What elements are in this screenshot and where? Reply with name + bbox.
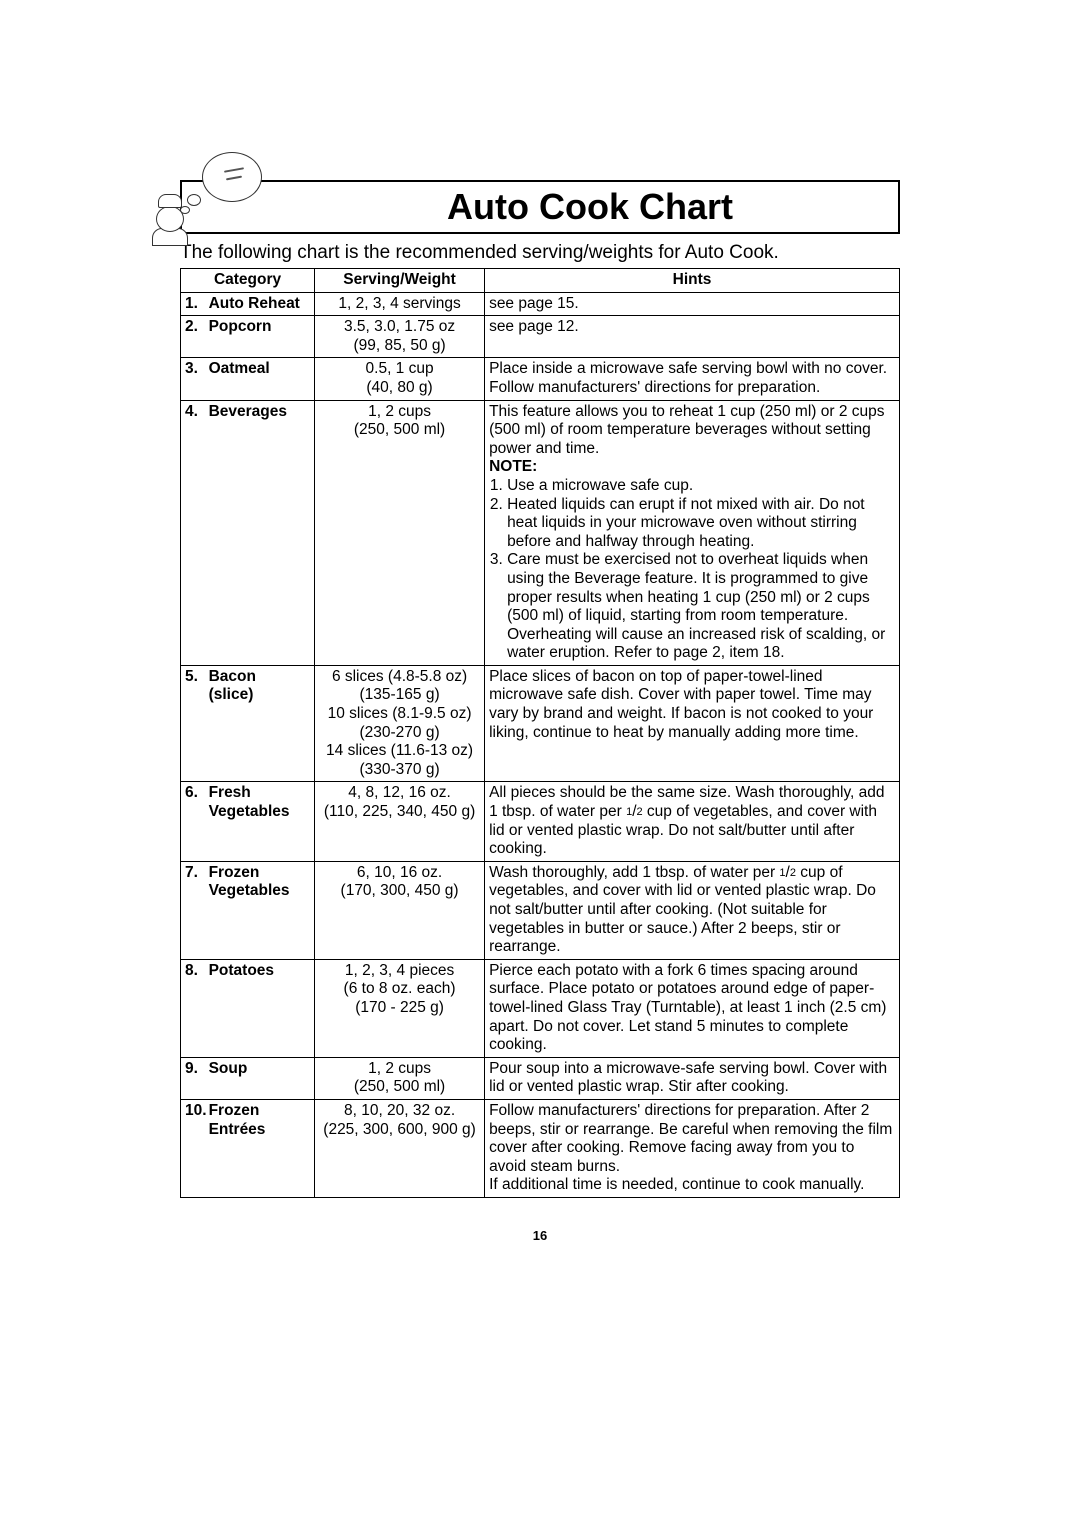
page-number: 16	[180, 1228, 900, 1243]
row-serving: 4, 8, 12, 16 oz.(110, 225, 340, 450 g)	[315, 782, 485, 861]
chef-thinking-icon	[142, 152, 262, 242]
header-hints: Hints	[485, 269, 900, 293]
auto-cook-table: Category Serving/Weight Hints 1.Auto Reh…	[180, 268, 900, 1198]
table-row: 10.FrozenEntrées8, 10, 20, 32 oz.(225, 3…	[181, 1099, 900, 1197]
row-category: Soup	[207, 1057, 315, 1099]
row-category: FreshVegetables	[207, 782, 315, 861]
row-number: 1.	[181, 292, 207, 316]
row-number: 10.	[181, 1099, 207, 1197]
table-row: 3.Oatmeal0.5, 1 cup(40, 80 g)Place insid…	[181, 358, 900, 400]
table-row: 8.Potatoes1, 2, 3, 4 pieces(6 to 8 oz. e…	[181, 959, 900, 1057]
row-hints: Pour soup into a microwave-safe serving …	[485, 1057, 900, 1099]
row-hints: Pierce each potato with a fork 6 times s…	[485, 959, 900, 1057]
row-serving: 1, 2, 3, 4 servings	[315, 292, 485, 316]
row-serving: 1, 2 cups(250, 500 ml)	[315, 1057, 485, 1099]
row-hints: Wash thoroughly, add 1 tbsp. of water pe…	[485, 861, 900, 959]
subtitle: The following chart is the recommended s…	[180, 242, 900, 264]
header-category: Category	[181, 269, 315, 293]
row-serving: 6 slices (4.8-5.8 oz)(135-165 g)10 slice…	[315, 665, 485, 782]
row-hints: Place inside a microwave safe serving bo…	[485, 358, 900, 400]
table-row: 7.FrozenVegetables6, 10, 16 oz.(170, 300…	[181, 861, 900, 959]
row-number: 9.	[181, 1057, 207, 1099]
row-number: 8.	[181, 959, 207, 1057]
table-row: 4.Beverages1, 2 cups(250, 500 ml)This fe…	[181, 400, 900, 665]
row-category: Bacon(slice)	[207, 665, 315, 782]
row-number: 5.	[181, 665, 207, 782]
row-serving: 6, 10, 16 oz.(170, 300, 450 g)	[315, 861, 485, 959]
row-category: Potatoes	[207, 959, 315, 1057]
row-category: Beverages	[207, 400, 315, 665]
row-hints: see page 15.	[485, 292, 900, 316]
row-category: FrozenEntrées	[207, 1099, 315, 1197]
page-title: Auto Cook Chart	[302, 186, 878, 228]
thought-bubble-icon	[202, 152, 262, 202]
row-number: 6.	[181, 782, 207, 861]
table-row: 1.Auto Reheat1, 2, 3, 4 servingssee page…	[181, 292, 900, 316]
title-box: Auto Cook Chart	[180, 180, 900, 234]
row-category: Popcorn	[207, 316, 315, 358]
table-header-row: Category Serving/Weight Hints	[181, 269, 900, 293]
row-number: 2.	[181, 316, 207, 358]
row-serving: 0.5, 1 cup(40, 80 g)	[315, 358, 485, 400]
row-category: Auto Reheat	[207, 292, 315, 316]
row-serving: 1, 2 cups(250, 500 ml)	[315, 400, 485, 665]
chef-icon	[142, 196, 197, 246]
row-number: 3.	[181, 358, 207, 400]
row-serving: 3.5, 3.0, 1.75 oz(99, 85, 50 g)	[315, 316, 485, 358]
row-serving: 1, 2, 3, 4 pieces(6 to 8 oz. each)(170 -…	[315, 959, 485, 1057]
table-row: 2.Popcorn3.5, 3.0, 1.75 oz(99, 85, 50 g)…	[181, 316, 900, 358]
row-number: 7.	[181, 861, 207, 959]
table-row: 9.Soup1, 2 cups(250, 500 ml)Pour soup in…	[181, 1057, 900, 1099]
row-hints: see page 12.	[485, 316, 900, 358]
header-serving: Serving/Weight	[315, 269, 485, 293]
row-number: 4.	[181, 400, 207, 665]
table-row: 6.FreshVegetables4, 8, 12, 16 oz.(110, 2…	[181, 782, 900, 861]
row-hints: This feature allows you to reheat 1 cup …	[485, 400, 900, 665]
table-row: 5.Bacon(slice)6 slices (4.8-5.8 oz)(135-…	[181, 665, 900, 782]
row-hints: Follow manufacturers' directions for pre…	[485, 1099, 900, 1197]
row-category: Oatmeal	[207, 358, 315, 400]
row-serving: 8, 10, 20, 32 oz.(225, 300, 600, 900 g)	[315, 1099, 485, 1197]
row-category: FrozenVegetables	[207, 861, 315, 959]
row-hints: Place slices of bacon on top of paper-to…	[485, 665, 900, 782]
row-hints: All pieces should be the same size. Wash…	[485, 782, 900, 861]
